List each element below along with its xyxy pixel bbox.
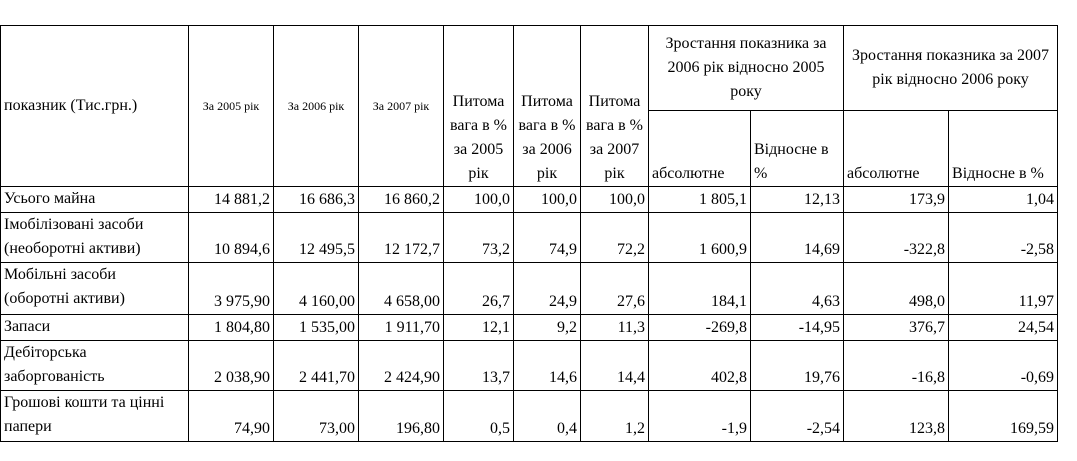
row-label: Усього майна bbox=[0, 186, 189, 213]
cell-value: 4 160,00 bbox=[273, 262, 359, 315]
table-row: Запаси 1 804,80 1 535,00 1 911,70 12,1 9,2 11,… bbox=[0, 314, 1059, 341]
cell-value: 12,13 bbox=[749, 186, 845, 213]
cell-value: 73,00 bbox=[273, 390, 359, 442]
cell-value: 12,1 bbox=[443, 314, 514, 341]
cell-value: 13,7 bbox=[443, 340, 514, 391]
indicator-header: показник (Тис.грн.) bbox=[0, 25, 189, 187]
cell-value: 1 805,1 bbox=[648, 186, 751, 213]
column-header: Питома вага в % за 2007 рік bbox=[580, 25, 649, 187]
row-label: Мобільні засоби (оборотні активи) bbox=[0, 262, 189, 315]
cell-value: 1 911,70 bbox=[358, 314, 444, 341]
table-row: Імобілізовані засоби (необоротні активи)… bbox=[0, 212, 1059, 263]
cell-value: 26,7 bbox=[443, 262, 514, 315]
table-row: Дебіторська заборгованість 2 038,90 2 441,… bbox=[0, 340, 1059, 391]
cell-value: -0,69 bbox=[948, 340, 1059, 391]
cell-value: 1,2 bbox=[580, 390, 649, 442]
cell-value: 173,9 bbox=[843, 186, 950, 213]
sub-header: абсолютне bbox=[843, 110, 950, 187]
cell-value: 100,0 bbox=[580, 186, 649, 213]
cell-value: 4,63 bbox=[749, 262, 845, 315]
table-row: Мобільні засоби (оборотні активи) 3 975,9… bbox=[0, 262, 1059, 315]
cell-value: -269,8 bbox=[648, 314, 751, 341]
sub-header: Відносне в % bbox=[749, 110, 845, 187]
cell-value: 1 535,00 bbox=[273, 314, 359, 341]
data-table: показник (Тис.грн.) За 2005 рік За 2006 рі… bbox=[0, 25, 1059, 442]
cell-value: 74,9 bbox=[513, 212, 581, 263]
column-header: Питома вага в % за 2005 рік bbox=[443, 25, 514, 187]
cell-value: 12 172,7 bbox=[358, 212, 444, 263]
cell-value: 74,90 bbox=[188, 390, 274, 442]
cell-value: 16 860,2 bbox=[358, 186, 444, 213]
cell-value: 9,2 bbox=[513, 314, 581, 341]
cell-value: 11,97 bbox=[948, 262, 1059, 315]
cell-value: 1 600,9 bbox=[648, 212, 751, 263]
cell-value: 24,54 bbox=[948, 314, 1059, 341]
cell-value: -1,9 bbox=[648, 390, 751, 442]
row-label: Грошові кошти та цінні папери bbox=[0, 390, 189, 442]
table-row: абсолютне Відносне в % абсолютне Відносне в… bbox=[1, 110, 1059, 187]
sub-header: абсолютне bbox=[648, 110, 751, 187]
cell-value: 498,0 bbox=[843, 262, 950, 315]
cell-value: 12 495,5 bbox=[273, 212, 359, 263]
cell-value: 19,76 bbox=[749, 340, 845, 391]
column-header: За 2007 рік bbox=[358, 25, 444, 187]
cell-value: 10 894,6 bbox=[188, 212, 274, 263]
cell-value: 14,4 bbox=[580, 340, 649, 391]
cell-value: 16 686,3 bbox=[273, 186, 359, 213]
column-header: За 2005 рік bbox=[188, 25, 274, 187]
cell-value: 2 038,90 bbox=[188, 340, 274, 391]
sub-header: Відносне в % bbox=[948, 110, 1059, 187]
column-header: Питома вага в % за 2006 рік bbox=[513, 25, 581, 187]
table-row: показник (Тис.грн.) За 2005 рік За 2006 рі… bbox=[0, 25, 1059, 187]
cell-value: 402,8 bbox=[648, 340, 751, 391]
cell-value: 100,0 bbox=[513, 186, 581, 213]
cell-value: 14,69 bbox=[749, 212, 845, 263]
row-label: Запаси bbox=[0, 314, 189, 341]
cell-value: -322,8 bbox=[843, 212, 950, 263]
cell-value: -2,58 bbox=[948, 212, 1059, 263]
cell-value: 2 441,70 bbox=[273, 340, 359, 391]
cell-value: 4 658,00 bbox=[358, 262, 444, 315]
cell-value: 169,59 bbox=[948, 390, 1059, 442]
row-label: Дебіторська заборгованість bbox=[0, 340, 189, 391]
cell-value: 1,04 bbox=[948, 186, 1059, 213]
cell-value: 27,6 bbox=[580, 262, 649, 315]
cell-value: 123,8 bbox=[843, 390, 950, 442]
table-row: Грошові кошти та цінні папери 74,90 73,00 1… bbox=[0, 390, 1059, 442]
column-header: За 2006 рік bbox=[273, 25, 359, 187]
cell-value: -14,95 bbox=[749, 314, 845, 341]
group-header: Зростання показника за 2006 рік відносно… bbox=[647, 25, 845, 111]
cell-value: 100,0 bbox=[443, 186, 514, 213]
cell-value: 0,5 bbox=[443, 390, 514, 442]
cell-value: 1 804,80 bbox=[188, 314, 274, 341]
cell-value: 73,2 bbox=[443, 212, 514, 263]
cell-value: 184,1 bbox=[648, 262, 751, 315]
cell-value: 0,4 bbox=[513, 390, 581, 442]
cell-value: 14,6 bbox=[513, 340, 581, 391]
cell-value: 376,7 bbox=[843, 314, 950, 341]
cell-value: -16,8 bbox=[843, 340, 950, 391]
row-label: Імобілізовані засоби (необоротні активи) bbox=[0, 212, 189, 263]
cell-value: -2,54 bbox=[749, 390, 845, 442]
cell-value: 24,9 bbox=[513, 262, 581, 315]
cell-value: 72,2 bbox=[580, 212, 649, 263]
table-row: Усього майна 14 881,2 16 686,3 16 860,2 100,… bbox=[0, 186, 1059, 213]
cell-value: 196,80 bbox=[358, 390, 444, 442]
group-header: Зростання показника за 2007 рік відносно… bbox=[843, 25, 1059, 111]
cell-value: 14 881,2 bbox=[188, 186, 274, 213]
cell-value: 2 424,90 bbox=[358, 340, 444, 391]
cell-value: 3 975,90 bbox=[188, 262, 274, 315]
cell-value: 11,3 bbox=[580, 314, 649, 341]
